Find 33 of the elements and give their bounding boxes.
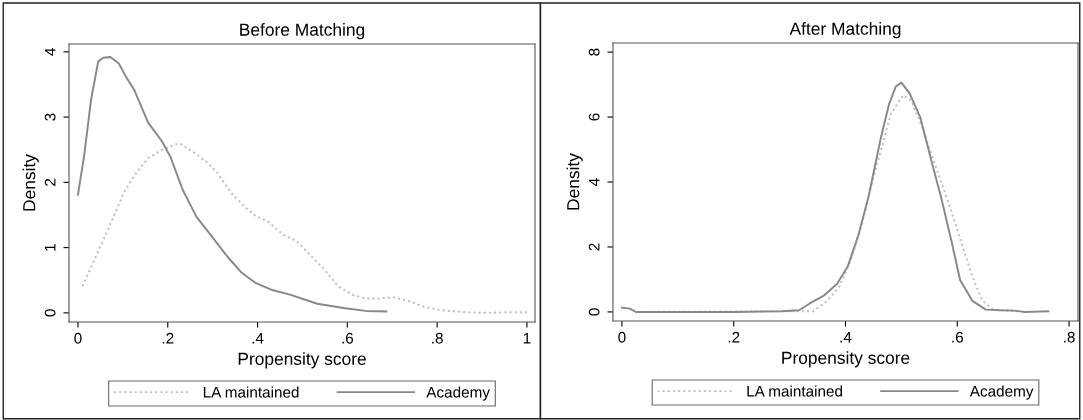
y-tick-label: 1 xyxy=(44,244,56,251)
y-tick-label: 0 xyxy=(44,309,56,317)
legend-label: Academy xyxy=(426,386,490,401)
legend-label: LA maintained xyxy=(747,385,842,397)
y-tick-label: 2 xyxy=(588,243,600,251)
x-tick-label: .2 xyxy=(162,332,174,344)
y-tick-label: 4 xyxy=(588,178,600,186)
chart-title: Before Matching xyxy=(240,23,365,40)
x-tick-label: .4 xyxy=(252,332,264,344)
y-tick-label: 6 xyxy=(588,113,600,121)
x-tick-label: .2 xyxy=(728,331,740,343)
y-tick-label: 4 xyxy=(44,48,56,56)
x-tick-label: .8 xyxy=(432,332,443,344)
y-tick-label: 3 xyxy=(44,113,56,121)
chart-title: After Matching xyxy=(789,22,901,39)
line-series xyxy=(81,142,528,314)
x-tick-label: 0 xyxy=(74,332,82,344)
y-tick-label: 8 xyxy=(588,48,600,56)
x-axis-title: Propensity score xyxy=(782,351,910,368)
y-tick-label: 2 xyxy=(44,178,56,186)
x-tick-label: .6 xyxy=(342,332,354,344)
x-tick-label: .4 xyxy=(840,331,852,343)
y-tick-label: 0 xyxy=(588,308,600,316)
x-tick-label: .8 xyxy=(1064,331,1075,343)
y-axis-title: Density xyxy=(22,154,39,211)
x-tick-label: 0 xyxy=(618,331,626,343)
x-tick-label: .6 xyxy=(952,331,963,343)
line-series xyxy=(77,56,388,313)
legend-label: Academy xyxy=(969,385,1034,400)
y-axis-title: Density xyxy=(566,153,583,210)
legend-label: LA maintained xyxy=(203,386,299,398)
x-tick-label: 1 xyxy=(523,332,531,344)
x-axis-title: Propensity score xyxy=(238,352,366,369)
